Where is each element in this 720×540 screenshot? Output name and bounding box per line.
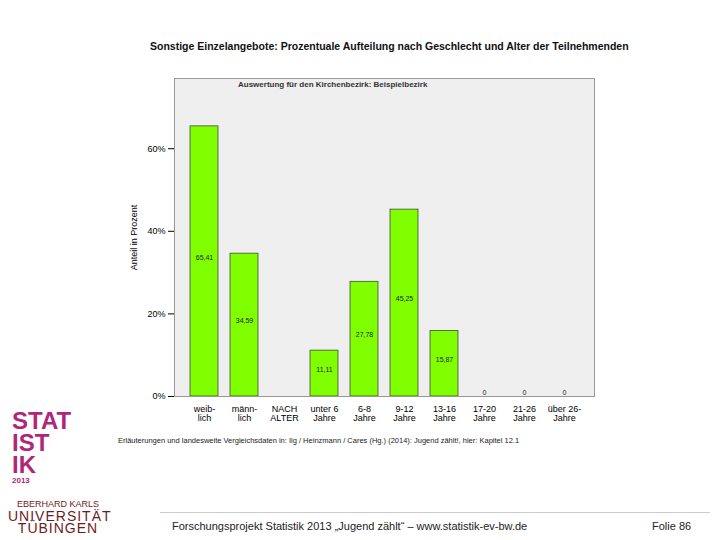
svg-text:15,87: 15,87: [436, 356, 454, 363]
svg-text:über 26-Jahre: über 26-Jahre: [548, 404, 582, 423]
svg-text:Anteil in Prozent: Anteil in Prozent: [129, 204, 139, 270]
svg-text:20%: 20%: [147, 309, 165, 319]
svg-text:17-20Jahre: 17-20Jahre: [473, 404, 496, 423]
svg-text:0: 0: [483, 389, 487, 396]
html-text:Folie 86: Folie 86: [652, 520, 692, 532]
svg-text:40%: 40%: [147, 226, 165, 236]
svg-text:34,59: 34,59: [236, 317, 254, 324]
html-text:IK: IK: [12, 451, 36, 478]
svg-text:0%: 0%: [152, 391, 165, 401]
svg-text:9-12Jahre: 9-12Jahre: [393, 404, 416, 423]
svg-text:11,11: 11,11: [316, 366, 333, 373]
html-text:Auswertung für den Kirchenbezi: Auswertung für den Kirchenbezirk: Beispi…: [238, 80, 428, 89]
svg-text:45,25: 45,25: [396, 295, 414, 302]
html-text:TÜBINGEN: TÜBINGEN: [17, 520, 99, 536]
svg-text:NACHALTER: NACHALTER: [270, 404, 299, 423]
html-text:Sonstige Einzelangebote: Proze: Sonstige Einzelangebote: Prozentuale Auf…: [150, 40, 629, 52]
svg-text:21-26Jahre: 21-26Jahre: [513, 404, 536, 423]
svg-text:60%: 60%: [147, 144, 165, 154]
html-text:EBERHARD KARLS: EBERHARD KARLS: [17, 499, 99, 509]
svg-text:6-8Jahre: 6-8Jahre: [353, 404, 376, 423]
html-text:Forschungsprojekt Statistik 20: Forschungsprojekt Statistik 2013 „Jugend…: [172, 520, 528, 532]
html-text:2013: 2013: [12, 476, 30, 485]
html-text:IST: IST: [12, 429, 50, 456]
svg-text:weib-lich: weib-lich: [193, 404, 216, 423]
svg-text:65,41: 65,41: [196, 254, 214, 261]
svg-text:0: 0: [563, 389, 567, 396]
svg-text:27,78: 27,78: [356, 331, 374, 338]
svg-text:männ-lich: männ-lich: [232, 404, 258, 423]
html-text:STAT: STAT: [12, 407, 72, 434]
svg-text:13-16Jahre: 13-16Jahre: [433, 404, 456, 423]
svg-text:0: 0: [523, 389, 527, 396]
html-text:UNIVERSITÄT: UNIVERSITÄT: [8, 508, 112, 524]
svg-text:unter 6Jahre: unter 6Jahre: [310, 404, 338, 423]
html-text:Erläuterungen und landesweite: Erläuterungen und landesweite Vergleichs…: [118, 436, 520, 445]
